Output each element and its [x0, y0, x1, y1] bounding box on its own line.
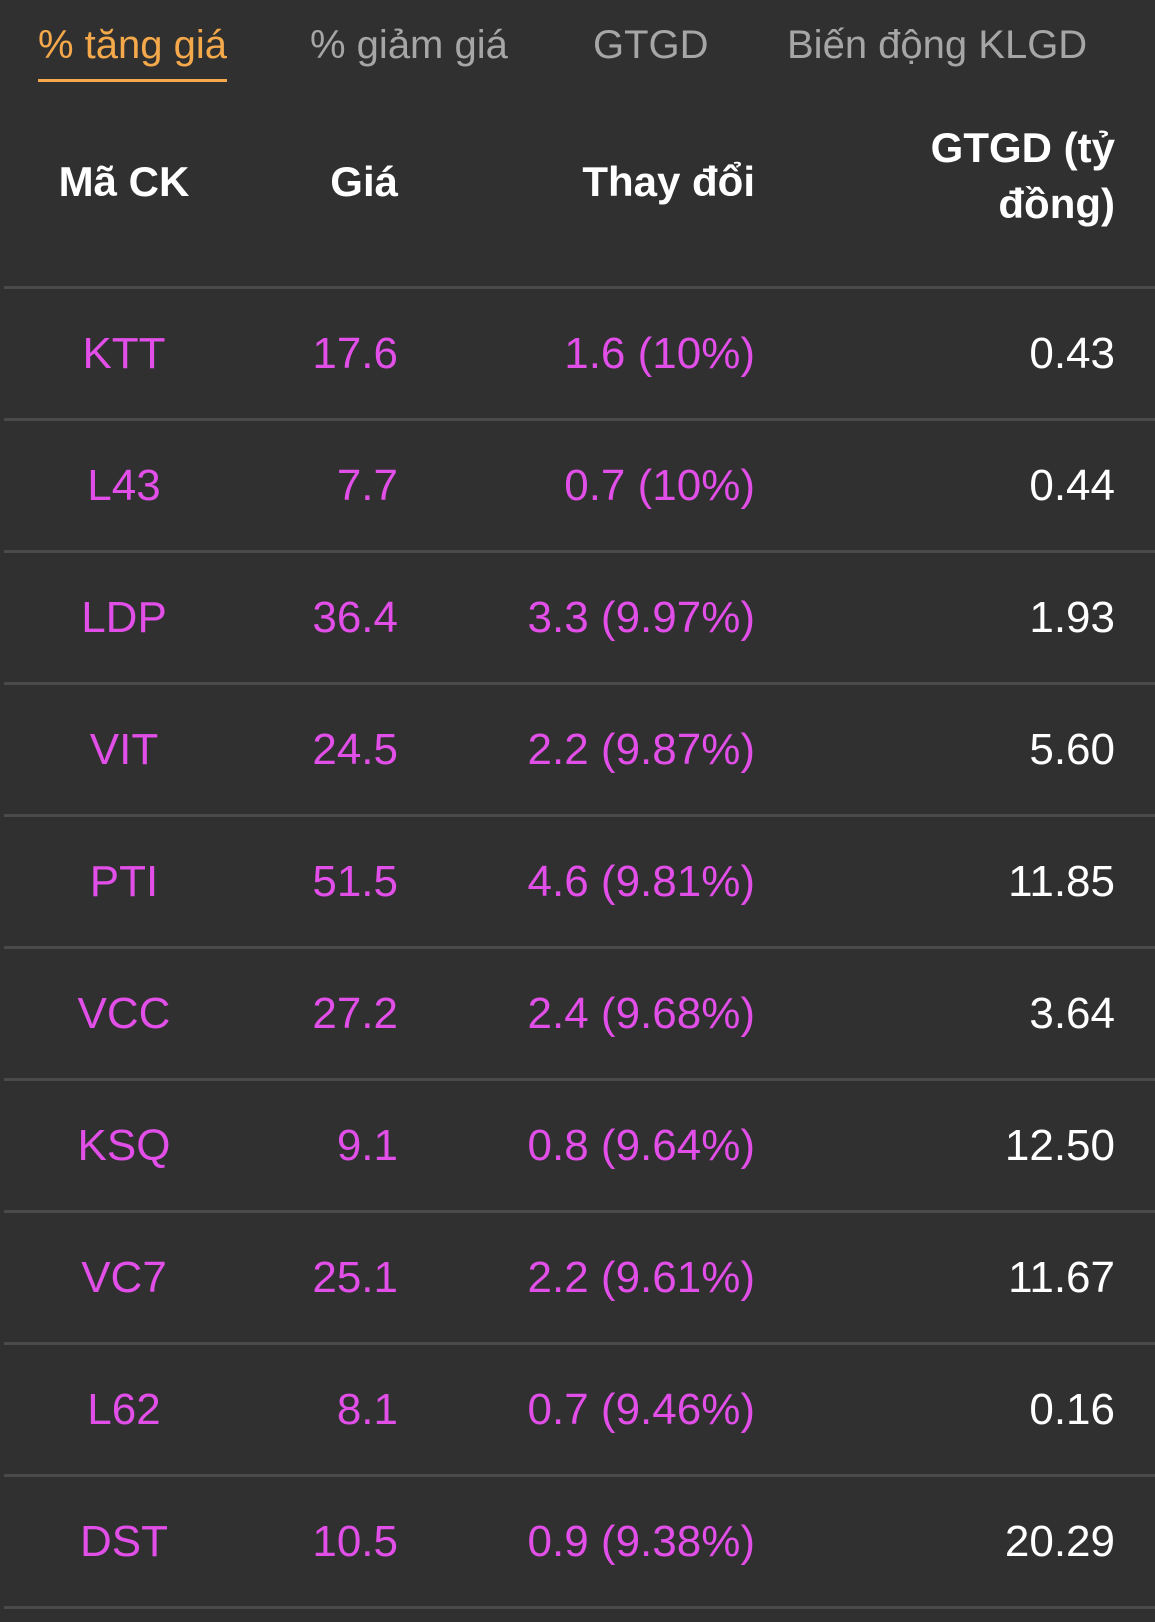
- header-code: Mã CK: [58, 158, 190, 205]
- tab-top-gainers[interactable]: % tăng giá: [38, 20, 228, 82]
- stock-change: 4.6 (9.81%): [527, 857, 755, 906]
- stock-change: 0.8 (9.64%): [527, 1121, 755, 1170]
- stock-code[interactable]: VCC: [77, 989, 171, 1038]
- stock-change: 3.3 (9.97%): [527, 593, 755, 642]
- stock-code[interactable]: VC7: [81, 1253, 167, 1302]
- header-value: GTGD (tỷ đồng): [930, 124, 1115, 227]
- stock-price: 8.1: [336, 1385, 398, 1434]
- stock-price: 24.5: [312, 725, 398, 774]
- stock-code[interactable]: VIT: [89, 725, 159, 774]
- header-price: Giá: [330, 158, 398, 205]
- stock-price: 51.5: [312, 857, 398, 906]
- table-body: KTT 17.6 1.6 (10%) 0.43 L43 7.7 0.7 (10%) 0.44 L…: [4, 289, 1155, 1609]
- table-row[interactable]: VIT 24.5 2.2 (9.87%) 5.60: [4, 685, 1155, 817]
- table-row[interactable]: VC7 25.1 2.2 (9.61%) 11.67: [4, 1213, 1155, 1345]
- stock-code[interactable]: KTT: [82, 329, 166, 378]
- table-row[interactable]: DST 10.5 0.9 (9.38%) 20.29: [4, 1477, 1155, 1609]
- stock-price: 17.6: [312, 329, 398, 378]
- stock-code[interactable]: L62: [87, 1385, 161, 1434]
- stock-change: 0.7 (9.46%): [527, 1385, 755, 1434]
- stock-change: 2.2 (9.61%): [527, 1253, 755, 1302]
- tab-volume-change[interactable]: Biến động KLGD: [787, 23, 1088, 67]
- table-header: Mã CK Giá Thay đổi GTGD (tỷ đồng): [4, 100, 1155, 289]
- tab-trading-value[interactable]: GTGD: [593, 23, 709, 67]
- table-row[interactable]: VCC 27.2 2.4 (9.68%) 3.64: [4, 949, 1155, 1081]
- table-row[interactable]: PTI 51.5 4.6 (9.81%) 11.85: [4, 817, 1155, 949]
- stock-change: 1.6 (10%): [564, 329, 755, 378]
- tab-top-losers[interactable]: % giảm giá: [310, 23, 508, 67]
- stock-code[interactable]: KSQ: [77, 1121, 171, 1170]
- stock-change: 0.9 (9.38%): [527, 1517, 755, 1566]
- tab-bar: % tăng giá % giảm giá GTGD Biến động KLG…: [0, 0, 1155, 100]
- stock-trading-value: 3.64: [1029, 989, 1115, 1038]
- stock-change: 0.7 (10%): [564, 461, 755, 510]
- stock-code[interactable]: PTI: [89, 857, 159, 906]
- table-row[interactable]: KSQ 9.1 0.8 (9.64%) 12.50: [4, 1081, 1155, 1213]
- stock-trading-value: 20.29: [1004, 1517, 1115, 1566]
- table-row[interactable]: L43 7.7 0.7 (10%) 0.44: [4, 421, 1155, 553]
- table-row[interactable]: L62 8.1 0.7 (9.46%) 0.16: [4, 1345, 1155, 1477]
- stock-code[interactable]: L43: [87, 461, 161, 510]
- table-row[interactable]: LDP 36.4 3.3 (9.97%) 1.93: [4, 553, 1155, 685]
- stock-change: 2.2 (9.87%): [527, 725, 755, 774]
- stock-price: 7.7: [336, 461, 398, 510]
- stock-trading-value: 0.44: [1029, 461, 1115, 510]
- stock-trading-value: 11.67: [1008, 1253, 1115, 1302]
- stock-change: 2.4 (9.68%): [527, 989, 755, 1038]
- stock-code[interactable]: LDP: [81, 593, 167, 642]
- stock-trading-value: 12.50: [1004, 1121, 1115, 1170]
- stock-price: 9.1: [336, 1121, 398, 1170]
- stock-price: 10.5: [312, 1517, 398, 1566]
- stock-table: Mã CK Giá Thay đổi GTGD (tỷ đồng) KTT 17.…: [4, 100, 1155, 1609]
- stock-price: 25.1: [312, 1253, 398, 1302]
- stock-trading-value: 5.60: [1029, 725, 1115, 774]
- stock-price: 36.4: [312, 593, 398, 642]
- stock-trading-value: 0.43: [1029, 329, 1115, 378]
- stock-trading-value: 11.85: [1008, 857, 1115, 906]
- header-change: Thay đổi: [582, 158, 755, 205]
- stock-price: 27.2: [312, 989, 398, 1038]
- stock-trading-value: 1.93: [1029, 593, 1115, 642]
- stock-trading-value: 0.16: [1029, 1385, 1115, 1434]
- table-row[interactable]: KTT 17.6 1.6 (10%) 0.43: [4, 289, 1155, 421]
- stock-code[interactable]: DST: [80, 1517, 168, 1566]
